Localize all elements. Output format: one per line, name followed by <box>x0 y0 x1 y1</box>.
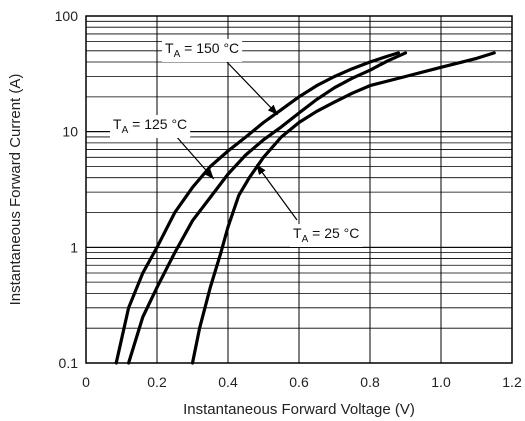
x-tick-label: 1.2 <box>502 374 522 390</box>
y-axis-label: Instantaneous Forward Current (A) <box>7 74 24 306</box>
y-tick-label: 0.1 <box>59 355 79 371</box>
plot-frame <box>85 15 513 364</box>
tick-labels: 0 0.2 0.4 0.6 0.8 1.0 1.2 0.1 1 10 100 <box>55 8 522 390</box>
annotation-arrowhead <box>256 164 266 175</box>
x-tick-label: 0 <box>82 374 90 390</box>
annotation-background <box>162 39 243 62</box>
x-tick-label: 0.6 <box>289 374 309 390</box>
x-tick-label: 1.0 <box>431 374 451 390</box>
annotation-label: TA = 25 °C <box>293 225 359 245</box>
series-line-0 <box>114 51 400 365</box>
x-tick-label: 0.8 <box>360 374 380 390</box>
annotation-leader <box>224 59 279 116</box>
annotation-background <box>290 224 363 247</box>
annotation-background <box>110 115 191 138</box>
x-tick-label: 0.4 <box>218 374 238 390</box>
annotation-label: TA = 125 °C <box>113 116 187 136</box>
y-tick-label: 1 <box>70 239 78 255</box>
y-tick-label: 100 <box>55 8 79 24</box>
x-tick-label: 0.2 <box>147 374 167 390</box>
annotations: TA = 150 °C TA = 125 °C TA = 25 °C <box>110 39 363 247</box>
series-line-1 <box>127 51 408 365</box>
series-line-2 <box>190 51 496 365</box>
annotation-leader <box>255 164 298 221</box>
x-axis-label: Instantaneous Forward Voltage (V) <box>183 401 415 418</box>
y-tick-label: 10 <box>62 124 78 140</box>
annotation-label: TA = 150 °C <box>165 40 239 60</box>
grid <box>85 15 513 364</box>
curves <box>114 51 496 365</box>
annotation-arrowhead <box>204 168 214 179</box>
annotation-arrowhead <box>267 104 278 115</box>
